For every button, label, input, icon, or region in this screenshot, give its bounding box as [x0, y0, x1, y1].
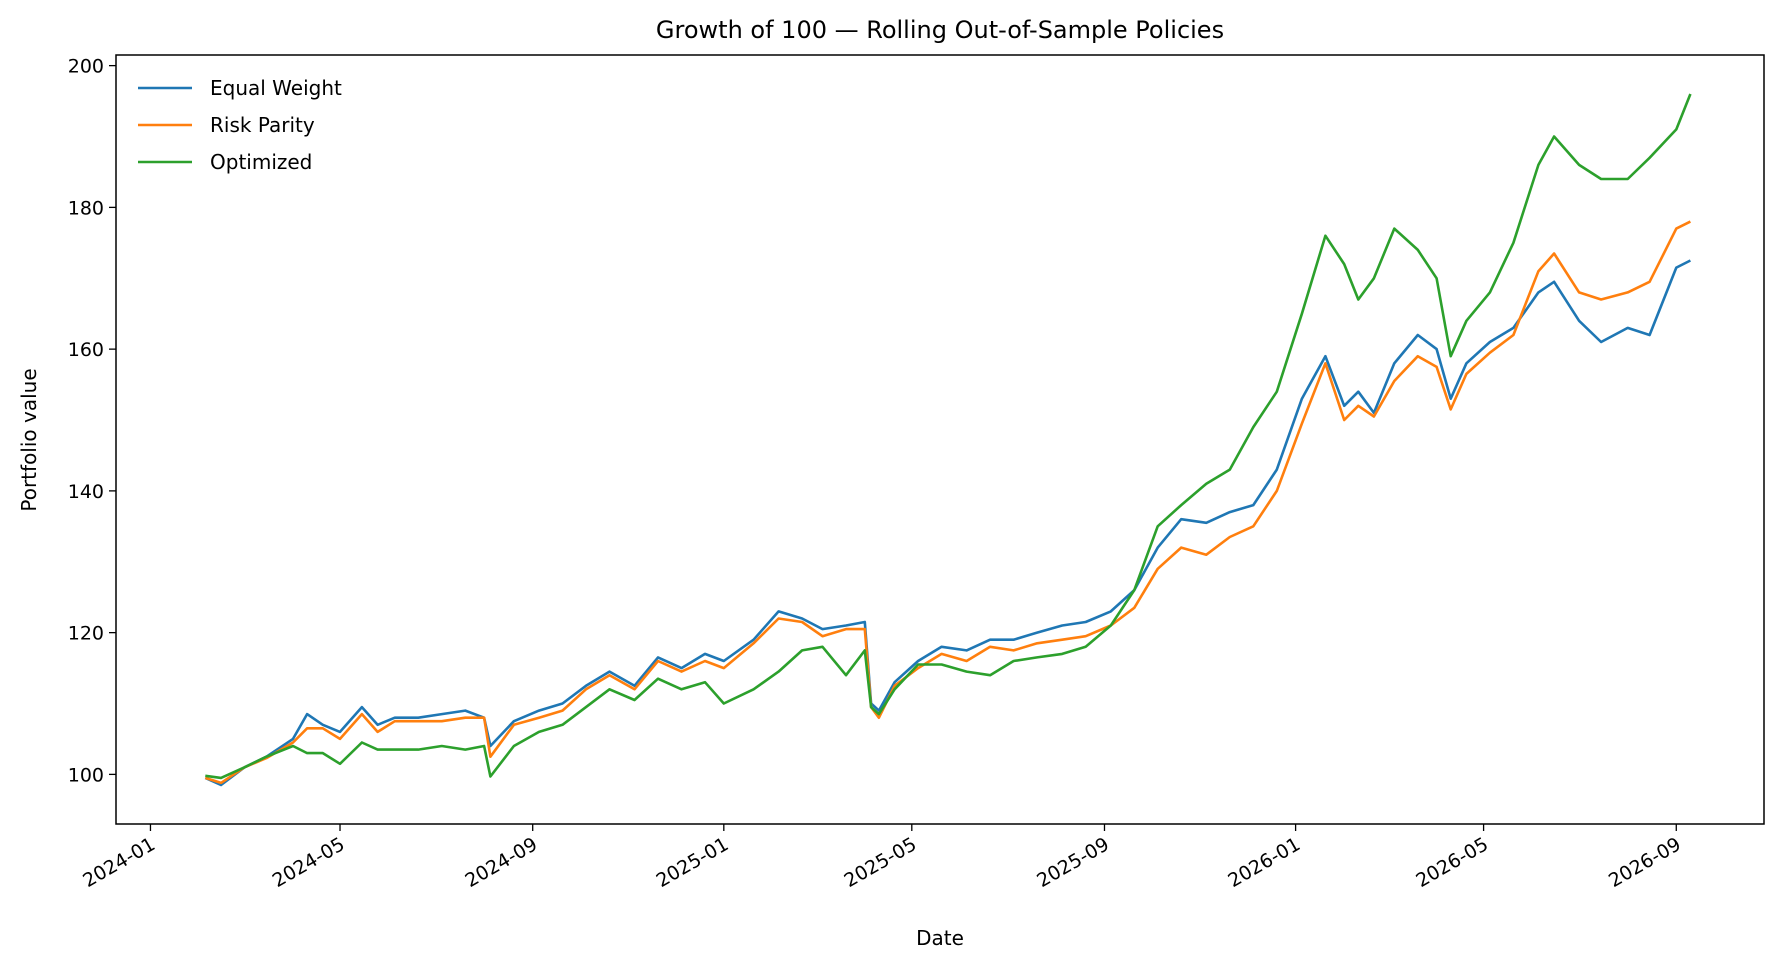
x-axis-label: Date: [916, 926, 964, 950]
x-tick-label: 2026-01: [1224, 833, 1304, 892]
y-tick-label: 160: [68, 339, 104, 361]
y-tick-label: 200: [68, 56, 104, 78]
plot-lines: [204, 93, 1692, 787]
x-tick-label: 2024-01: [79, 833, 159, 892]
x-tick-label: 2026-09: [1605, 833, 1685, 892]
y-tick-label: 140: [68, 481, 104, 503]
legend-label-optimized: Optimized: [210, 150, 312, 174]
series-line-equal-weight: [204, 259, 1691, 787]
x-tick-label: 2026-05: [1412, 833, 1492, 892]
x-tick-label: 2025-05: [841, 833, 921, 892]
series-line-optimized: [205, 93, 1692, 780]
legend: Equal Weight Risk Parity Optimized: [138, 76, 342, 174]
x-axis: 2024-01 2024-05 2024-09 2025-01 2025-05 2025-…: [79, 824, 1685, 892]
y-tick-label: 120: [68, 623, 104, 645]
legend-label-equal-weight: Equal Weight: [210, 76, 342, 100]
x-tick-label: 2025-01: [653, 833, 733, 892]
x-tick-label: 2024-05: [269, 833, 349, 892]
y-tick-label: 100: [68, 764, 104, 786]
y-tick-label: 180: [68, 197, 104, 219]
series-line-risk-parity: [204, 220, 1691, 785]
x-tick-label: 2025-09: [1033, 833, 1113, 892]
chart-title: Growth of 100 — Rolling Out-of-Sample Po…: [656, 16, 1224, 44]
plot-frame: [115, 54, 1765, 825]
y-axis: 100 120 140 160 180 200: [68, 56, 116, 786]
y-axis-label: Portfolio value: [17, 368, 41, 511]
legend-label-risk-parity: Risk Parity: [210, 113, 315, 137]
x-tick-label: 2024-09: [461, 833, 541, 892]
